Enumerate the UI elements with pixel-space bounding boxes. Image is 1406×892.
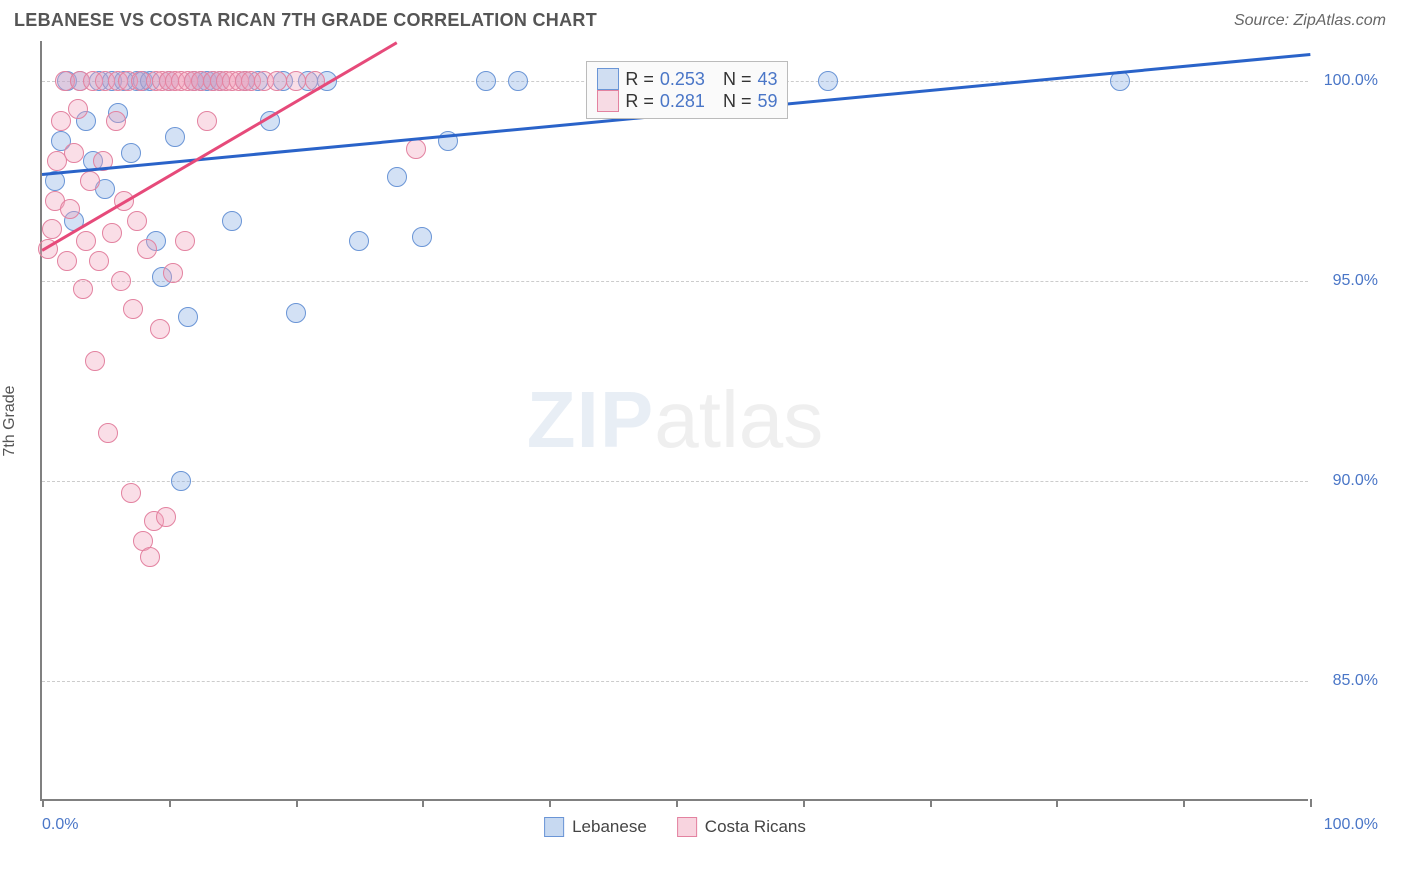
x-tick xyxy=(1310,799,1312,807)
data-point xyxy=(818,71,838,91)
x-tick xyxy=(422,799,424,807)
data-point xyxy=(89,251,109,271)
series-legend: Lebanese Costa Ricans xyxy=(544,817,806,837)
data-point xyxy=(508,71,528,91)
x-tick xyxy=(549,799,551,807)
legend-item: Lebanese xyxy=(544,817,647,837)
legend-label: Lebanese xyxy=(572,817,647,837)
data-point xyxy=(57,251,77,271)
data-point xyxy=(406,139,426,159)
gridline xyxy=(42,681,1308,682)
data-point xyxy=(60,199,80,219)
y-tick-label: 95.0% xyxy=(1333,272,1378,290)
legend-row: R = 0.281 N =59 xyxy=(597,90,777,112)
data-point xyxy=(106,111,126,131)
y-tick-label: 85.0% xyxy=(1333,672,1378,690)
data-point xyxy=(85,351,105,371)
data-point xyxy=(137,239,157,259)
data-point xyxy=(412,227,432,247)
data-point xyxy=(123,299,143,319)
chart-container: 7th Grade ZIPatlas R =0.253N =43R =0.281… xyxy=(40,41,1406,801)
legend-swatch xyxy=(597,68,619,90)
legend-r-value: 0.281 xyxy=(660,91,705,112)
x-axis-min-label: 0.0% xyxy=(42,816,78,834)
legend-label: Costa Ricans xyxy=(705,817,806,837)
correlation-legend: R = 0.253 N =43 R = 0.281 N =59 xyxy=(586,61,788,119)
plot-area: ZIPatlas R =0.253N =43R =0.281N =59 Leba… xyxy=(40,41,1308,801)
legend-n-value: 43 xyxy=(757,69,777,90)
data-point xyxy=(175,231,195,251)
x-tick xyxy=(803,799,805,807)
data-point xyxy=(171,471,191,491)
legend-r-label: R = xyxy=(625,91,654,112)
data-point xyxy=(387,167,407,187)
data-point xyxy=(178,307,198,327)
watermark: ZIPatlas xyxy=(527,374,823,466)
data-point xyxy=(476,71,496,91)
legend-swatch xyxy=(544,817,564,837)
gridline xyxy=(42,481,1308,482)
legend-r-label: R = xyxy=(625,69,654,90)
data-point xyxy=(349,231,369,251)
data-point xyxy=(127,211,147,231)
y-axis-label: 7th Grade xyxy=(1,385,19,456)
data-point xyxy=(64,143,84,163)
x-tick xyxy=(1183,799,1185,807)
data-point xyxy=(68,99,88,119)
data-point xyxy=(80,171,100,191)
gridline xyxy=(42,281,1308,282)
data-point xyxy=(111,271,131,291)
watermark-atlas: atlas xyxy=(654,375,823,464)
data-point xyxy=(140,547,160,567)
legend-n-label: N = xyxy=(723,69,752,90)
data-point xyxy=(156,507,176,527)
x-tick xyxy=(1056,799,1058,807)
legend-n-value: 59 xyxy=(757,91,777,112)
y-tick-label: 90.0% xyxy=(1333,472,1378,490)
legend-n-label: N = xyxy=(723,91,752,112)
y-tick-label: 100.0% xyxy=(1324,72,1378,90)
legend-row: R = 0.253 N =43 xyxy=(597,68,777,90)
data-point xyxy=(42,219,62,239)
data-point xyxy=(165,127,185,147)
data-point xyxy=(267,71,287,91)
x-tick xyxy=(169,799,171,807)
legend-swatch xyxy=(597,90,619,112)
chart-header: LEBANESE VS COSTA RICAN 7TH GRADE CORREL… xyxy=(0,0,1406,36)
data-point xyxy=(76,231,96,251)
data-point xyxy=(222,211,242,231)
data-point xyxy=(98,423,118,443)
data-point xyxy=(73,279,93,299)
x-tick xyxy=(930,799,932,807)
legend-swatch xyxy=(677,817,697,837)
x-tick xyxy=(296,799,298,807)
data-point xyxy=(286,303,306,323)
chart-source: Source: ZipAtlas.com xyxy=(1234,12,1386,30)
x-tick xyxy=(676,799,678,807)
x-axis-max-label: 100.0% xyxy=(1324,816,1378,834)
chart-title: LEBANESE VS COSTA RICAN 7TH GRADE CORREL… xyxy=(14,10,597,31)
data-point xyxy=(150,319,170,339)
data-point xyxy=(197,111,217,131)
x-tick xyxy=(42,799,44,807)
data-point xyxy=(286,71,306,91)
data-point xyxy=(102,223,122,243)
watermark-zip: ZIP xyxy=(527,375,654,464)
data-point xyxy=(121,143,141,163)
legend-item: Costa Ricans xyxy=(677,817,806,837)
data-point xyxy=(121,483,141,503)
legend-r-value: 0.253 xyxy=(660,69,705,90)
data-point xyxy=(163,263,183,283)
